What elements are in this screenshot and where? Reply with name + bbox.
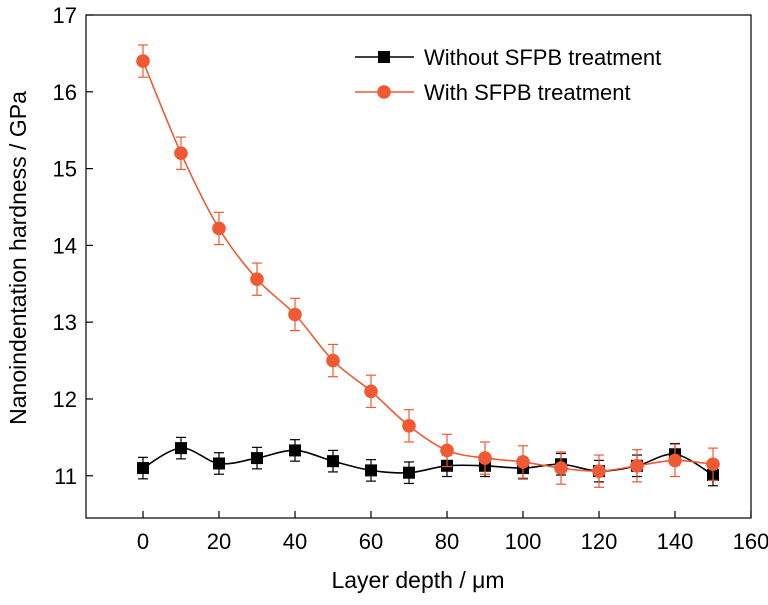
axis-ticks: 0 20 40 60 80 100 120 140 160 11 12 13 14 15 16 17 <box>53 3 768 554</box>
data-point <box>554 461 568 475</box>
series-layer <box>136 44 720 488</box>
data-point <box>516 455 530 469</box>
series-line <box>142 447 714 476</box>
data-point <box>365 464 377 477</box>
data-point <box>668 453 682 468</box>
data-point <box>402 419 416 433</box>
data-point <box>289 444 301 457</box>
data-point <box>592 464 606 478</box>
legend-label: Without SFPB treatment <box>424 45 661 70</box>
data-point <box>440 443 454 458</box>
data-point <box>136 54 150 68</box>
plot-frame <box>85 14 752 519</box>
y-tick-label: 15 <box>53 157 77 182</box>
data-point <box>630 458 644 473</box>
data-point <box>174 146 188 161</box>
x-tick-label: 20 <box>207 529 231 554</box>
series-2 <box>136 44 720 488</box>
data-point <box>250 272 264 286</box>
legend-marker <box>377 85 391 99</box>
x-tick-label: 160 <box>733 529 768 554</box>
data-point <box>175 442 187 455</box>
data-point <box>288 307 302 322</box>
y-tick-label: 16 <box>53 80 77 105</box>
data-point <box>251 452 263 465</box>
x-tick-label: 120 <box>581 529 618 554</box>
x-axis-label: Layer depth / μm <box>331 567 504 593</box>
x-tick-label: 140 <box>657 529 694 554</box>
legend-item-1: Without SFPB treatment <box>355 45 661 70</box>
data-point <box>478 451 492 465</box>
data-point <box>137 462 149 475</box>
legend-marker <box>378 51 390 63</box>
x-tick-label: 0 <box>137 529 149 554</box>
legend-label: With SFPB treatment <box>424 80 631 105</box>
data-point <box>364 384 378 399</box>
x-tick-label: 60 <box>359 529 383 554</box>
x-tick-label: 100 <box>505 529 542 554</box>
y-axis-label: Nanoindentation hardness / GPa <box>5 91 31 425</box>
y-tick-label: 11 <box>54 464 77 489</box>
data-point <box>327 455 339 468</box>
series-line <box>142 60 714 472</box>
y-tick-label: 17 <box>53 3 77 28</box>
y-tick-label: 13 <box>53 310 77 335</box>
legend-item-2: With SFPB treatment <box>355 80 631 105</box>
x-tick-label: 40 <box>283 529 307 554</box>
data-point <box>326 353 340 368</box>
data-point <box>212 221 226 236</box>
x-tick-label: 80 <box>435 529 459 554</box>
data-point <box>706 457 720 472</box>
legend: Without SFPB treatment With SFPB treatmen… <box>355 45 661 105</box>
y-tick-label: 14 <box>53 233 77 258</box>
data-point <box>213 457 225 470</box>
y-tick-label: 12 <box>53 387 77 412</box>
data-point <box>403 466 415 479</box>
